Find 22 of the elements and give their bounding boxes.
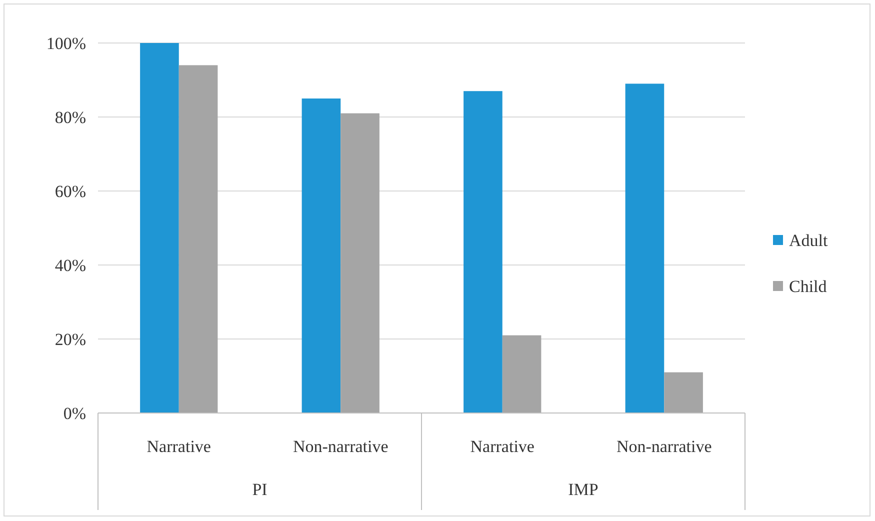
x-tick-label: Non-narrative [616, 437, 712, 456]
y-tick-label: 80% [54, 108, 86, 127]
legend-label: Child [789, 276, 828, 296]
text: IMP [568, 480, 598, 499]
legend-label: Adult [789, 230, 828, 250]
x-tick-label: Narrative [146, 437, 211, 456]
bar [302, 98, 341, 413]
y-tick-label: 20% [54, 330, 86, 349]
bar [464, 91, 502, 413]
bar [140, 43, 179, 413]
bar [178, 65, 218, 413]
x-tick-label: Non-narrative [292, 437, 388, 456]
x-tick-label: Narrative [470, 437, 534, 456]
bar [664, 372, 703, 413]
y-tick-label: 60% [54, 182, 86, 201]
text: PI [252, 480, 268, 499]
y-tick-label: 0% [63, 404, 86, 423]
bar [502, 335, 542, 413]
y-tick-label: 40% [54, 256, 86, 275]
bar [625, 84, 664, 413]
bar [340, 113, 380, 413]
y-tick-label: 100% [46, 34, 86, 53]
